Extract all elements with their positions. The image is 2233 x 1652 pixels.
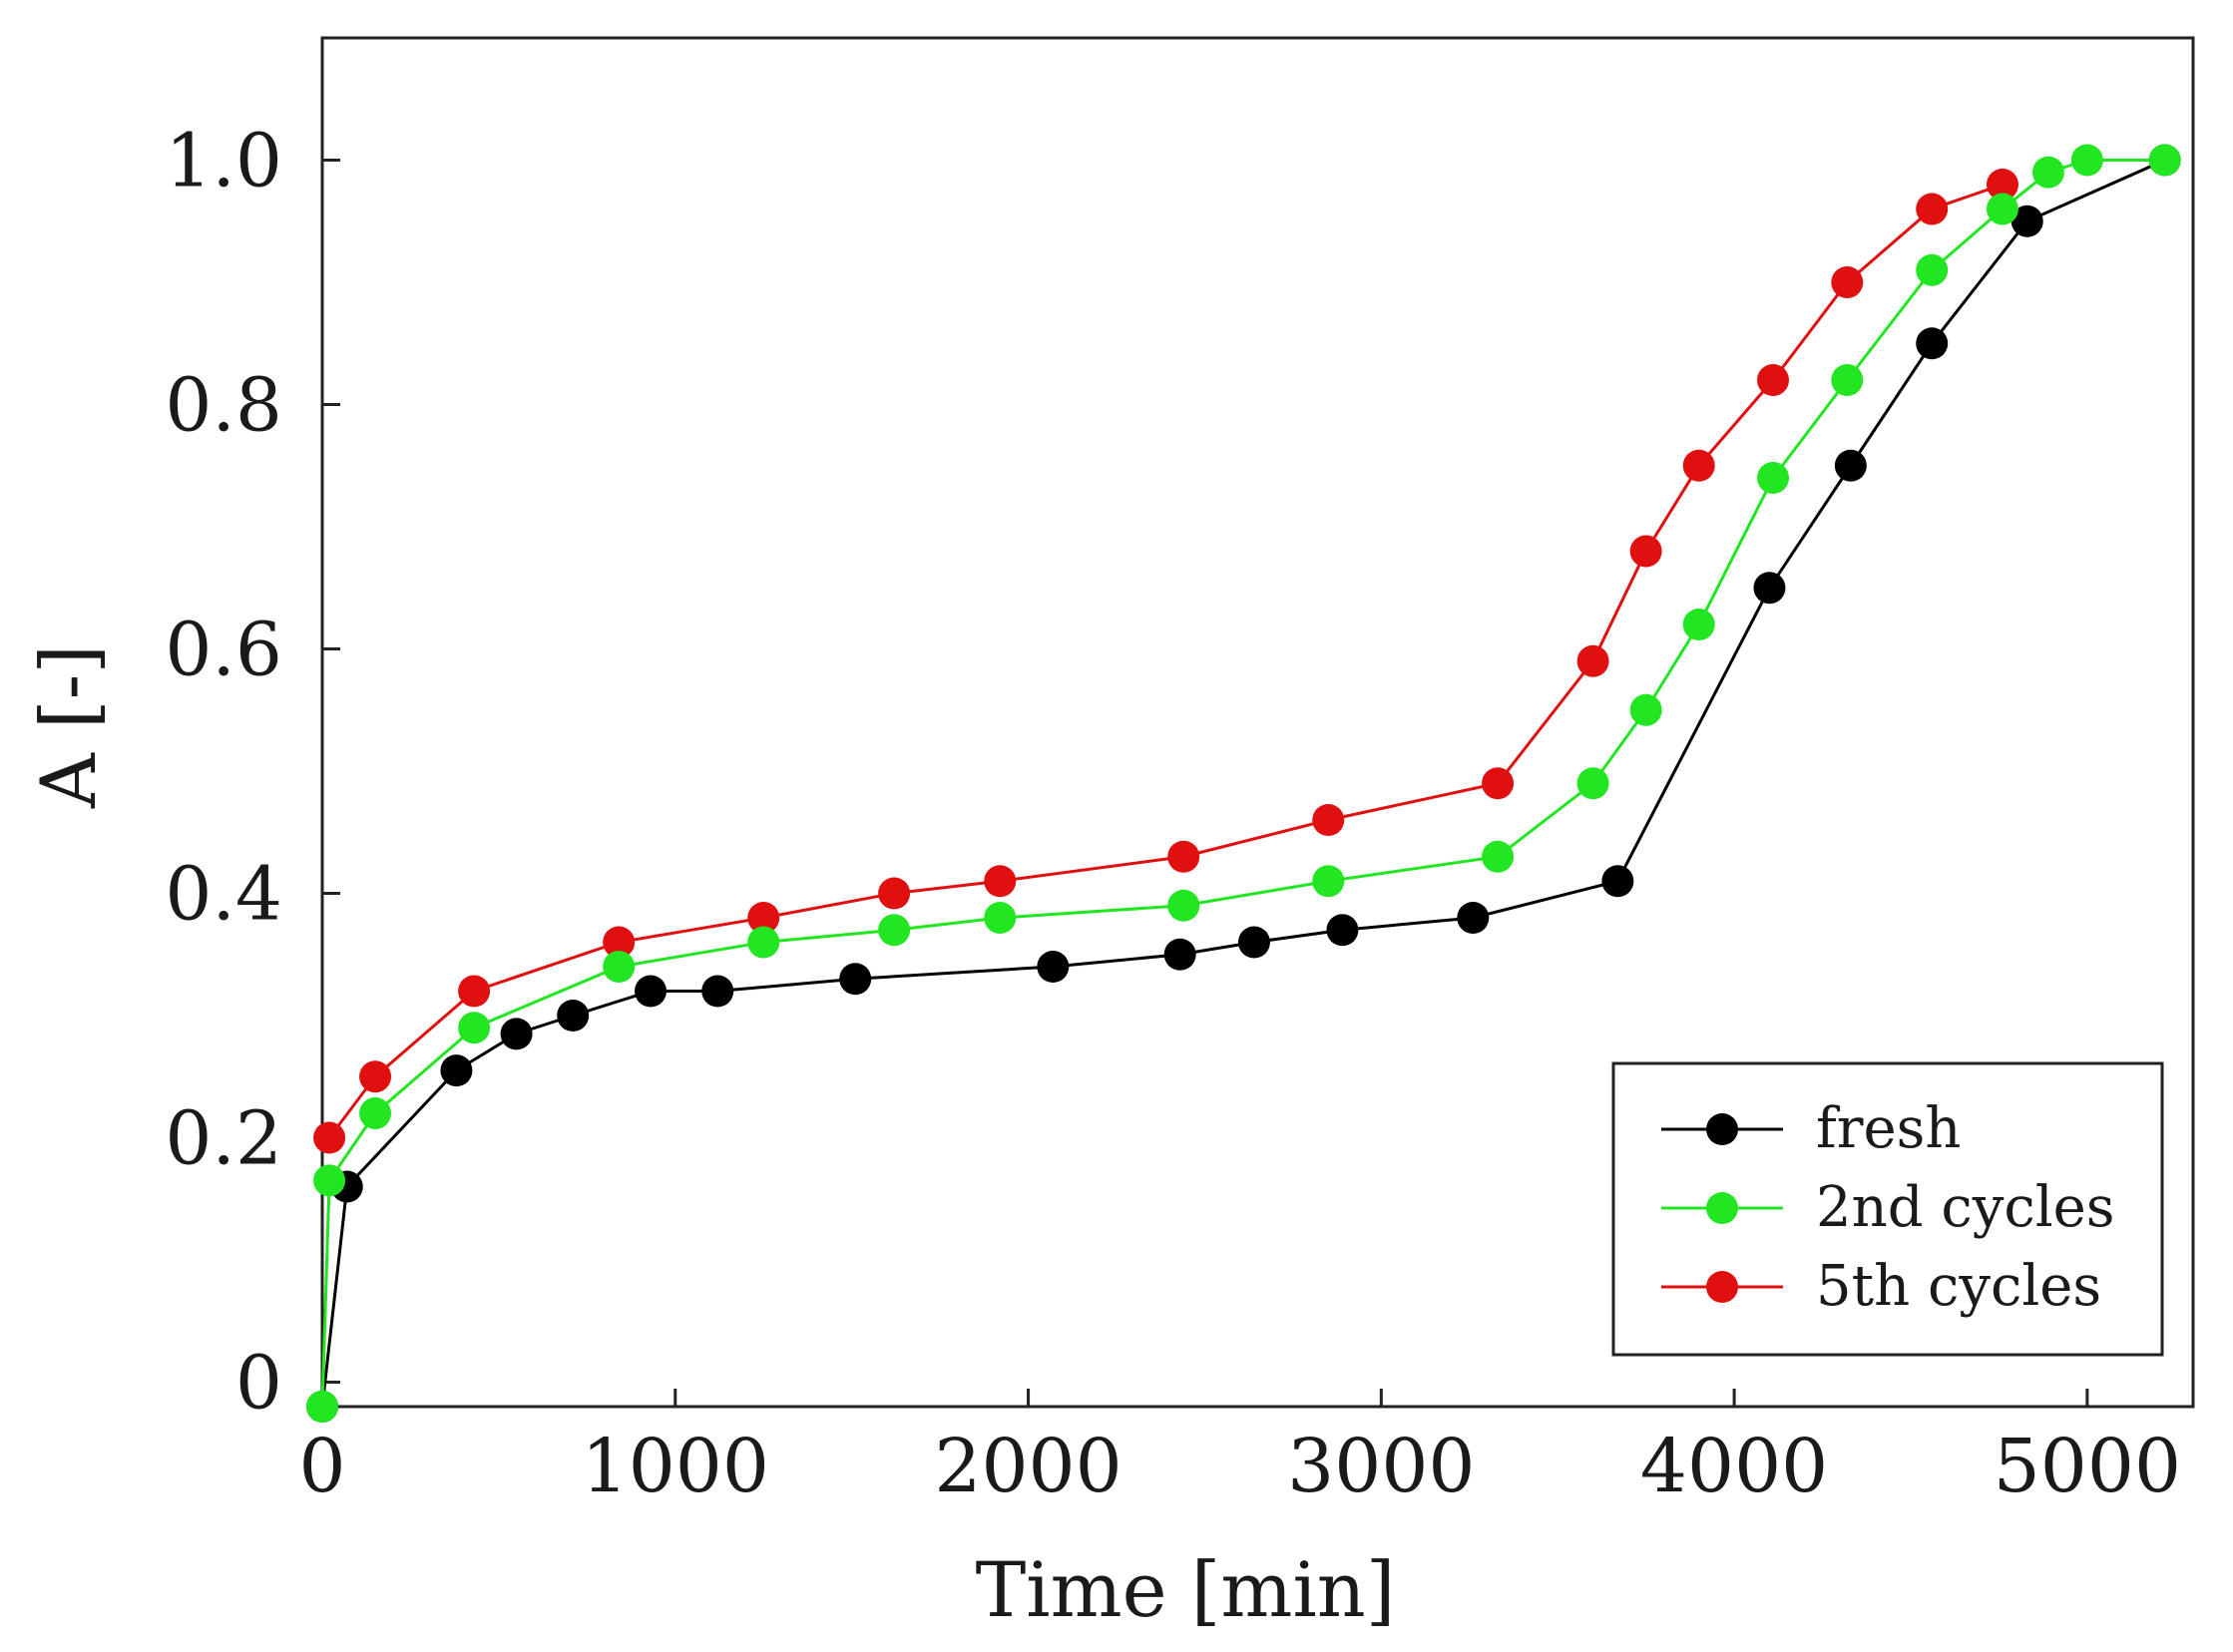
data-point xyxy=(1312,865,1345,898)
data-point xyxy=(557,1000,590,1032)
data-point xyxy=(747,902,780,934)
data-point xyxy=(1986,193,2018,225)
plot-area-frame xyxy=(320,36,2195,1409)
data-point xyxy=(1167,840,1200,873)
data-point xyxy=(878,914,911,947)
data-point xyxy=(1916,253,1949,286)
data-point xyxy=(359,1060,392,1093)
x-tick-label: 2000 xyxy=(934,1424,1121,1509)
x-tick-label: 1000 xyxy=(582,1424,769,1509)
data-point xyxy=(2070,144,2103,177)
y-tick-label: 0.2 xyxy=(165,1096,282,1182)
data-point xyxy=(2148,144,2181,177)
data-point xyxy=(1757,364,1790,396)
data-point xyxy=(458,975,491,1008)
data-point xyxy=(635,975,668,1008)
data-point xyxy=(1163,938,1196,971)
data-point xyxy=(603,951,636,983)
legend-marker xyxy=(1706,1113,1738,1145)
y-tick-label: 0.6 xyxy=(165,608,282,693)
data-point xyxy=(1753,572,1786,605)
data-point xyxy=(1757,462,1790,494)
data-point xyxy=(2010,205,2043,237)
x-tick-label: 3000 xyxy=(1287,1424,1475,1509)
legend-label: fresh xyxy=(1816,1096,1961,1161)
y-axis-title: A [-] xyxy=(24,644,113,809)
data-point xyxy=(839,963,872,996)
data-point xyxy=(1834,449,1867,482)
y-tick-label: 0.8 xyxy=(165,363,282,449)
legend-marker xyxy=(1706,1192,1738,1224)
data-point xyxy=(1167,889,1200,922)
data-point xyxy=(1576,644,1609,677)
data-point xyxy=(313,1164,346,1197)
data-point xyxy=(500,1018,533,1050)
data-point xyxy=(1312,804,1345,836)
data-point xyxy=(1629,693,1662,726)
y-tick-label: 1.0 xyxy=(165,119,282,205)
data-point xyxy=(1916,193,1949,225)
y-axis: 0 0.2 0.4 0.6 0.8 1.0 xyxy=(165,119,340,1427)
series-layer xyxy=(306,144,2181,1423)
x-tick-label: 4000 xyxy=(1640,1424,1828,1509)
legend: fresh 2nd cycles 5th cycles xyxy=(1611,1061,2164,1357)
data-point xyxy=(1482,767,1515,800)
legend-label: 5th cycles xyxy=(1816,1254,2101,1319)
x-axis: 0 1000 2000 3000 4000 5000 xyxy=(298,1389,2181,1509)
data-point xyxy=(1037,951,1070,983)
data-point xyxy=(878,877,911,910)
data-point xyxy=(984,865,1017,898)
data-point xyxy=(1916,327,1949,360)
series-2nd-cycles xyxy=(306,144,2181,1423)
data-point xyxy=(1629,535,1662,568)
series-line xyxy=(327,183,2004,1139)
data-point xyxy=(1682,609,1715,640)
data-point xyxy=(313,1121,346,1154)
data-point xyxy=(2031,156,2064,189)
data-point xyxy=(1482,840,1515,873)
data-point xyxy=(701,975,734,1008)
series-fresh xyxy=(306,144,2181,1423)
data-point xyxy=(747,926,780,959)
data-point xyxy=(359,1097,392,1129)
y-tick-label: 0 xyxy=(235,1341,282,1427)
data-point xyxy=(1601,865,1634,898)
data-point xyxy=(458,1012,491,1044)
legend-label: 2nd cycles xyxy=(1816,1175,2115,1240)
data-point xyxy=(1457,902,1490,934)
data-point xyxy=(1831,364,1864,396)
data-point xyxy=(1326,914,1359,947)
x-axis-title: Time [min] xyxy=(976,1545,1396,1634)
legend-marker xyxy=(1706,1271,1738,1303)
data-point xyxy=(1682,449,1715,482)
data-point xyxy=(1237,926,1270,959)
data-point xyxy=(1986,169,2018,201)
data-point xyxy=(440,1054,473,1087)
series-5th-cycles xyxy=(313,169,2018,1154)
data-point xyxy=(984,902,1017,934)
data-point xyxy=(1576,767,1609,800)
x-tick-label: 0 xyxy=(298,1424,345,1509)
data-point xyxy=(1831,266,1864,298)
data-point xyxy=(603,926,636,959)
x-tick-label: 5000 xyxy=(1994,1424,2181,1509)
y-tick-label: 0.4 xyxy=(165,852,282,938)
data-point xyxy=(306,1391,338,1423)
